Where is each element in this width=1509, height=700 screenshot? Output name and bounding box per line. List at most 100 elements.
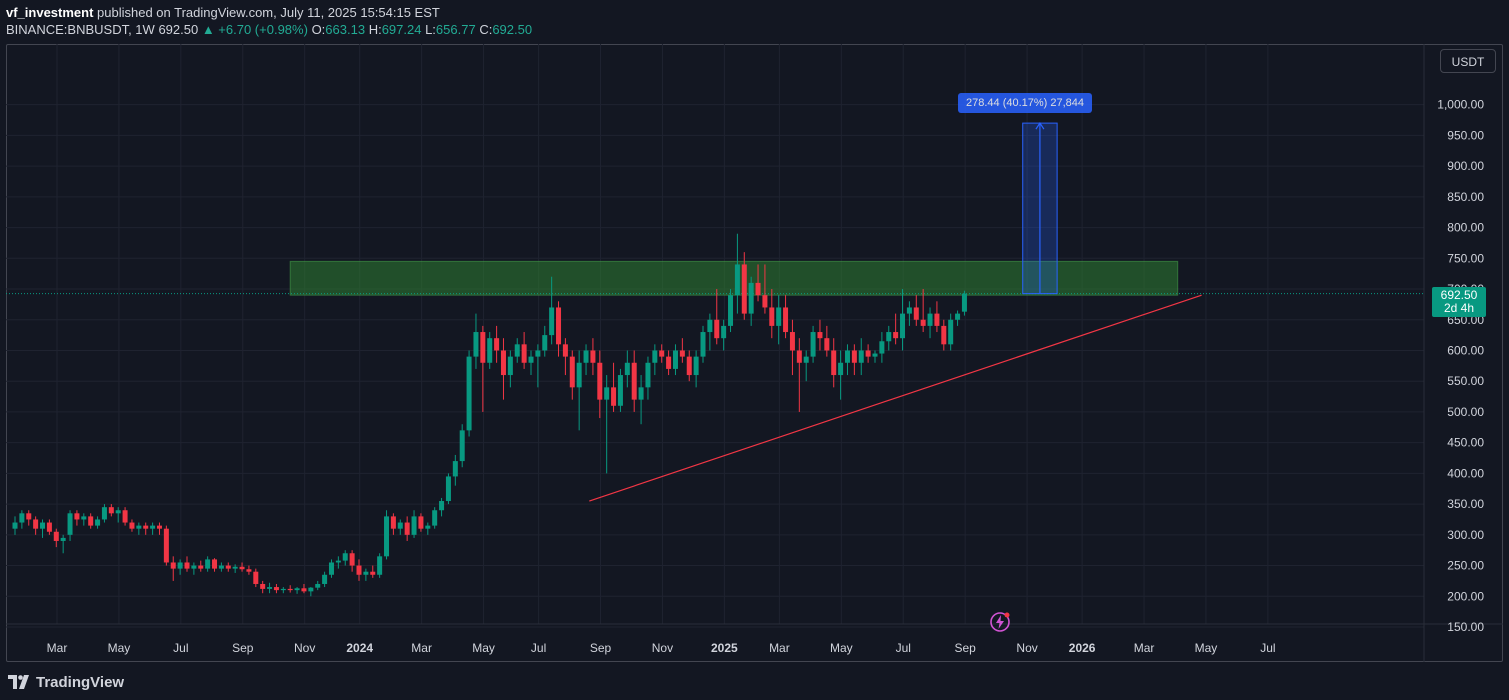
x-tick-label: Mar xyxy=(769,641,790,655)
x-tick-label: May xyxy=(472,641,495,655)
candle-body xyxy=(679,350,685,357)
candle-body xyxy=(734,264,740,296)
candle-body xyxy=(150,525,156,529)
candle-body xyxy=(604,387,610,400)
candle-body xyxy=(542,335,548,351)
candle-body xyxy=(500,350,506,376)
candle-body xyxy=(617,375,623,406)
last-price-tag: 692.50 2d 4h xyxy=(1432,287,1486,317)
y-tick-label: 450.00 xyxy=(1447,436,1484,450)
candle-body xyxy=(556,307,562,345)
x-tick-label: May xyxy=(108,641,131,655)
x-tick-label: May xyxy=(1195,641,1218,655)
x-tick-label: Nov xyxy=(294,641,315,655)
candle-body xyxy=(686,356,692,376)
candle-body xyxy=(129,522,135,529)
author-name[interactable]: vf_investment xyxy=(6,5,94,20)
candle-body xyxy=(253,571,259,584)
candle-body xyxy=(301,588,307,592)
candle-body xyxy=(287,588,293,591)
chart-frame[interactable] xyxy=(6,44,1503,662)
candle-body xyxy=(198,565,204,569)
candle-body xyxy=(239,566,245,570)
candle-body xyxy=(872,353,878,357)
resistance-zone xyxy=(289,260,1179,296)
x-tick-label: Jul xyxy=(173,641,188,655)
candle-body xyxy=(108,507,114,514)
candle-body xyxy=(906,307,912,314)
candle-body xyxy=(844,350,850,363)
footer: TradingView xyxy=(0,662,1509,700)
candle-body xyxy=(26,513,32,520)
symbol-name[interactable]: BINANCE:BNBUSDT, 1W xyxy=(6,22,155,37)
candle-body xyxy=(432,510,438,526)
candle-body xyxy=(143,525,149,529)
candle-body xyxy=(748,282,754,314)
candle-body xyxy=(342,553,348,561)
y-tick-label: 400.00 xyxy=(1447,466,1484,480)
candle-body xyxy=(267,587,273,589)
candle-body xyxy=(81,516,87,520)
candle-body xyxy=(404,522,410,535)
candle-body xyxy=(425,525,431,529)
tradingview-logo[interactable]: TradingView xyxy=(8,672,124,692)
candle-body xyxy=(136,525,142,529)
candle-body xyxy=(60,537,66,541)
published-text: published on TradingView.com, July 11, 2… xyxy=(93,5,440,20)
candle-body xyxy=(638,387,644,400)
chart-header: vf_investment published on TradingView.c… xyxy=(0,0,1509,44)
y-tick-label: 1,000.00 xyxy=(1437,98,1484,112)
candle-body xyxy=(948,319,954,345)
candle-body xyxy=(33,519,39,529)
candle-body xyxy=(549,307,555,336)
candle-body xyxy=(955,313,961,320)
candle-body xyxy=(913,307,919,320)
candle-body xyxy=(363,571,369,575)
candle-body xyxy=(459,430,465,462)
last-price-value: 692.50 xyxy=(1440,288,1478,302)
candle-body xyxy=(528,356,534,363)
tradingview-brand: TradingView xyxy=(36,673,125,691)
candle-body xyxy=(397,522,403,529)
candle-body xyxy=(535,350,541,357)
candle-body xyxy=(783,307,789,333)
currency-button[interactable]: USDT xyxy=(1440,49,1496,73)
lightning-icon[interactable] xyxy=(989,611,1011,633)
x-tick-label: 2024 xyxy=(346,641,373,655)
publish-info: vf_investment published on TradingView.c… xyxy=(6,5,440,20)
price-chart[interactable]: 150.00 200.00 250.00 300.00 350.00 400.00 450.… xyxy=(6,44,1503,662)
candle-body xyxy=(769,307,775,326)
candle-body xyxy=(961,293,967,312)
candle-body xyxy=(824,338,830,351)
candle-body xyxy=(452,461,458,477)
candle-body xyxy=(934,313,940,326)
candle-body xyxy=(46,522,52,532)
candle-body xyxy=(672,350,678,369)
candle-body xyxy=(212,559,218,569)
candle-body xyxy=(156,525,162,529)
candle-body xyxy=(177,562,183,569)
x-tick-label: Jul xyxy=(1260,641,1275,655)
candle-body xyxy=(728,295,734,326)
candle-body xyxy=(631,362,637,400)
candle-body xyxy=(597,362,603,400)
candle-body xyxy=(67,513,73,535)
y-tick-label: 850.00 xyxy=(1447,190,1484,204)
x-tick-label: Nov xyxy=(652,641,673,655)
candle-body xyxy=(411,516,417,535)
y-tick-label: 600.00 xyxy=(1447,343,1484,357)
candle-body xyxy=(384,516,390,557)
candle-body xyxy=(191,565,197,569)
y-tick-label: 150.00 xyxy=(1447,620,1484,634)
x-tick-label: Mar xyxy=(411,641,432,655)
candle-body xyxy=(838,362,844,376)
x-tick-label: Jul xyxy=(896,641,911,655)
low-value: 656.77 xyxy=(435,22,476,37)
candle-body xyxy=(322,574,328,584)
candle-body xyxy=(941,325,947,345)
candle-body xyxy=(480,332,486,363)
candle-body xyxy=(920,319,926,326)
x-tick-label: 2026 xyxy=(1069,641,1096,655)
candle-body xyxy=(308,587,314,592)
candle-body xyxy=(88,516,94,526)
